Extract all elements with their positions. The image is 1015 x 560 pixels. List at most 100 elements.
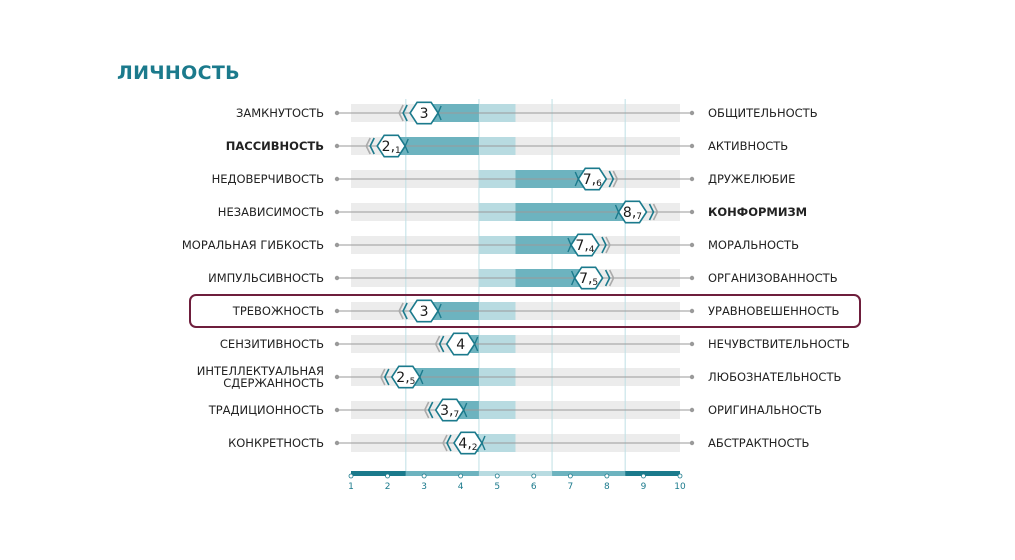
- score-value: 3: [420, 106, 429, 122]
- direction-chevron: [446, 434, 452, 452]
- score-value: 3: [420, 304, 429, 320]
- right-end-dot: [689, 209, 695, 215]
- right-pole-label: АБСТРАКТНОСТЬ: [708, 436, 810, 450]
- score-marker-hexagon: [409, 299, 440, 323]
- scale-segment-4: [552, 471, 626, 476]
- tick-label: 9: [641, 482, 647, 492]
- right-end-dot: [689, 407, 695, 413]
- scale-row-6: ТРЕВОЖНОСТЬ УРАВНОВЕШЕННОСТЬ 3: [232, 299, 840, 323]
- direction-chevron: [442, 434, 448, 452]
- left-pole-label: НЕЗАВИСИМОСТЬ: [218, 205, 324, 219]
- left-pole-label-line: ПАССИВНОСТЬ: [226, 139, 324, 153]
- direction-chevron: [605, 236, 611, 254]
- tick-label: 7: [567, 482, 573, 492]
- score-value: 7,4: [575, 238, 594, 255]
- right-pole-label: УРАВНОВЕШЕННОСТЬ: [708, 304, 840, 318]
- left-end-dot: [334, 275, 340, 281]
- tick-dot: [348, 473, 354, 479]
- tick-dot: [494, 473, 500, 479]
- scale-row-4: МОРАЛЬНАЯ ГИБКОСТЬ МОРАЛЬНОСТЬ 7,4: [182, 233, 799, 257]
- tick-label: 10: [674, 482, 686, 492]
- tick-dot: [385, 473, 390, 479]
- direction-chevron: [383, 368, 390, 386]
- scale-segment-0: [351, 471, 406, 476]
- left-pole-label-line: МОРАЛЬНАЯ ГИБКОСТЬ: [182, 238, 324, 252]
- scale-segment-5: [625, 471, 680, 476]
- direction-chevron: [438, 335, 445, 353]
- score-value-int: 7,: [575, 238, 588, 254]
- direction-chevron: [601, 236, 607, 254]
- page-title: ЛИЧНОСТЬ: [117, 62, 240, 84]
- scale-segment-3: [515, 471, 553, 476]
- tick-label: 3: [421, 482, 427, 492]
- left-end-dot: [334, 308, 340, 314]
- score-value: 7,6: [583, 172, 602, 189]
- score-value-decimal: 7: [636, 212, 642, 222]
- score-value-int: 3,: [440, 403, 453, 419]
- tick-dot: [458, 473, 464, 479]
- right-end-dot: [689, 110, 695, 116]
- score-marker-hexagon: [390, 365, 421, 389]
- tick-label: 6: [531, 482, 537, 492]
- direction-chevron: [434, 335, 441, 353]
- score-marker-hexagon: [573, 266, 604, 290]
- right-end-dot: [689, 374, 695, 380]
- right-end-dot: [689, 308, 695, 314]
- scale-row-2: НЕДОВЕРЧИВОСТЬ ДРУЖЕЛЮБИЕ 7,6: [212, 167, 795, 191]
- score-value-int: 2,: [396, 370, 409, 386]
- direction-chevron: [402, 302, 408, 320]
- right-end-dot: [689, 440, 695, 446]
- score-value-decimal: 5: [592, 278, 598, 288]
- right-end-dot: [689, 143, 695, 149]
- tick-dot: [677, 473, 683, 479]
- right-pole-label: ДРУЖЕЛЮБИЕ: [708, 172, 795, 186]
- right-pole-label: ОРИГИНАЛЬНОСТЬ: [708, 403, 822, 417]
- right-pole-label: КОНФОРМИЗМ: [708, 205, 807, 219]
- direction-chevron: [379, 368, 386, 386]
- scale-row-7: СЕНЗИТИВНОСТЬ НЕЧУВСТВИТЕЛЬНОСТЬ 4: [220, 332, 850, 356]
- score-value-int: 3: [420, 106, 429, 122]
- scale-row-3: НЕЗАВИСИМОСТЬ КОНФОРМИЗМ 8,7: [218, 200, 807, 224]
- left-end-dot: [334, 209, 340, 215]
- score-value: 2,5: [396, 370, 415, 387]
- left-end-dot: [334, 440, 340, 446]
- score-value: 7,5: [579, 271, 598, 288]
- tick-label: 5: [494, 482, 500, 492]
- scale-segment-2: [478, 471, 516, 476]
- score-marker-hexagon: [617, 200, 648, 224]
- left-pole-label-line: ЗАМКНУТОСТЬ: [236, 106, 324, 120]
- left-pole-label-line: КОНКРЕТНОСТЬ: [228, 436, 324, 450]
- left-pole-label: МОРАЛЬНАЯ ГИБКОСТЬ: [182, 238, 324, 252]
- score-marker-hexagon: [453, 431, 483, 455]
- right-pole-label: ОБЩИТЕЛЬНОСТЬ: [708, 106, 818, 120]
- tick-dot: [567, 473, 573, 479]
- score-value-int: 3: [420, 304, 429, 320]
- left-end-dot: [334, 143, 340, 149]
- left-pole-label-line: ТРЕВОЖНОСТЬ: [232, 304, 324, 318]
- left-pole-label: ИМПУЛЬСИВНОСТЬ: [208, 271, 324, 285]
- left-end-dot: [334, 110, 340, 116]
- left-pole-label: НЕДОВЕРЧИВОСТЬ: [212, 172, 325, 186]
- tick-dot: [604, 473, 610, 479]
- left-pole-label: ЗАМКНУТОСТЬ: [236, 106, 324, 120]
- right-pole-label: НЕЧУВСТВИТЕЛЬНОСТЬ: [708, 337, 850, 351]
- tick-dot: [641, 473, 646, 479]
- direction-chevron: [398, 104, 404, 122]
- score-marker-hexagon: [376, 134, 407, 158]
- score-value-int: 8,: [623, 205, 636, 221]
- score-value: 3,7: [440, 403, 459, 420]
- score-value-int: 4: [456, 337, 465, 353]
- scale-row-8: ИНТЕЛЛЕКТУАЛЬНАЯ СДЕРЖАННОСТЬ ЛЮБОЗНАТЕЛЬН…: [197, 364, 842, 390]
- direction-chevron: [398, 302, 404, 320]
- left-end-dot: [334, 176, 340, 182]
- direction-chevron: [369, 137, 375, 155]
- score-value-decimal: 2: [472, 443, 478, 453]
- score-value: 8,7: [623, 205, 642, 222]
- tick-label: 8: [604, 482, 610, 492]
- direction-chevron: [612, 170, 619, 188]
- left-end-dot: [334, 374, 340, 380]
- score-value-decimal: 4: [589, 245, 595, 255]
- score-value-int: 7,: [579, 271, 592, 287]
- direction-chevron: [652, 203, 659, 221]
